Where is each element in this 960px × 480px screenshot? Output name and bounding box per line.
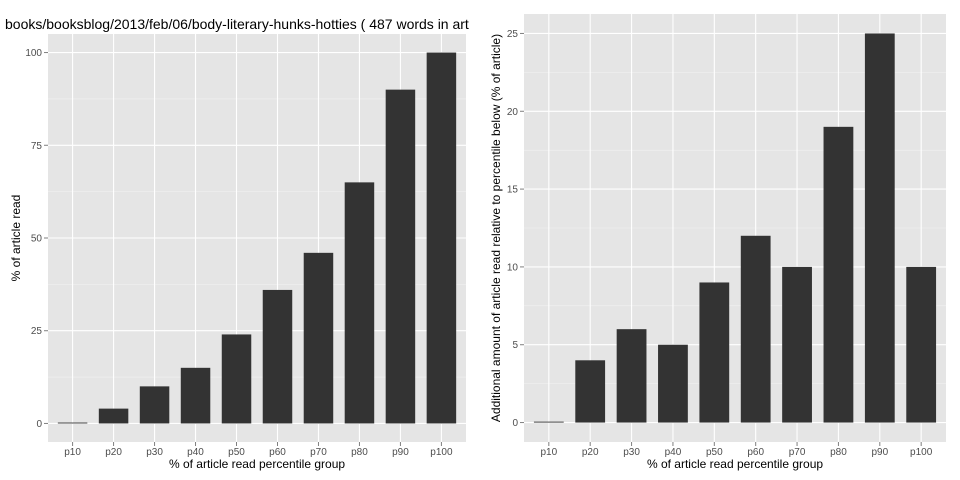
right-y-axis-title: Additional amount of article read relati… <box>489 34 503 422</box>
y-tick-label: 50 <box>31 234 43 245</box>
x-tick-label: p40 <box>665 447 682 458</box>
bar-p70 <box>782 266 812 423</box>
x-tick-label: p80 <box>830 447 847 458</box>
right-bars <box>533 33 937 423</box>
x-tick-label: p100 <box>910 447 933 458</box>
y-tick-label: 100 <box>25 48 42 59</box>
left-x-ticks: p10 p20 p30 p40 p50 p60 p70 p80 p90 p100 <box>64 442 453 458</box>
bar-p10 <box>57 422 88 424</box>
y-tick-label: 15 <box>507 185 519 196</box>
x-tick-label: p60 <box>747 447 764 458</box>
bar-p10 <box>533 421 564 423</box>
bar-p80 <box>823 126 854 423</box>
x-tick-label: p30 <box>623 447 640 458</box>
bar-p60 <box>262 289 293 424</box>
x-tick-label: p50 <box>706 447 723 458</box>
bar-p40 <box>658 344 688 423</box>
x-tick-label: p60 <box>269 447 286 458</box>
y-tick-label: 75 <box>31 141 43 152</box>
bar-p100 <box>426 52 457 424</box>
bar-p30 <box>616 329 647 423</box>
bar-p100 <box>906 266 937 423</box>
y-tick-label: 10 <box>507 262 519 273</box>
bar-p30 <box>139 386 170 424</box>
left-x-axis-title: % of article read percentile group <box>169 457 345 471</box>
bar-p40 <box>180 367 211 424</box>
bar-p50 <box>699 282 730 423</box>
right-x-ticks: p10 p20 p30 p40 p50 p60 p70 p80 p90 p100 <box>540 442 933 458</box>
bar-p90 <box>864 33 895 423</box>
bar-p20 <box>98 408 129 424</box>
x-tick-label: p20 <box>105 447 122 458</box>
y-tick-label: 25 <box>507 29 519 40</box>
x-tick-label: p30 <box>146 447 163 458</box>
left-y-axis-title: % of article read <box>9 195 23 282</box>
x-tick-label: p40 <box>187 447 204 458</box>
x-tick-label: p70 <box>789 447 806 458</box>
x-tick-label: p10 <box>540 447 557 458</box>
left-y-ticks: 0 25 50 75 100 <box>25 48 48 430</box>
left-bars <box>57 52 457 424</box>
x-tick-label: p90 <box>871 447 888 458</box>
left-chart-title: books/booksblog/2013/feb/06/body-literar… <box>5 16 469 32</box>
right-y-ticks: 0 5 10 15 20 25 <box>507 29 524 429</box>
y-tick-label: 5 <box>512 340 518 351</box>
bar-p90 <box>385 89 416 424</box>
x-tick-label: p70 <box>310 447 327 458</box>
y-tick-label: 0 <box>36 419 42 430</box>
bar-p80 <box>344 182 375 424</box>
bar-p60 <box>740 235 771 423</box>
y-tick-label: 25 <box>31 326 43 337</box>
x-tick-label: p50 <box>228 447 245 458</box>
bar-p70 <box>303 252 334 424</box>
x-tick-label: p10 <box>64 447 81 458</box>
x-tick-label: p90 <box>392 447 409 458</box>
x-tick-label: p100 <box>430 447 453 458</box>
bar-p20 <box>575 360 606 423</box>
bar-p50 <box>221 334 252 424</box>
x-tick-label: p20 <box>582 447 599 458</box>
y-tick-label: 0 <box>512 418 518 429</box>
y-tick-label: 20 <box>507 107 519 118</box>
x-tick-label: p80 <box>351 447 368 458</box>
right-x-axis-title: % of article read percentile group <box>647 457 823 471</box>
